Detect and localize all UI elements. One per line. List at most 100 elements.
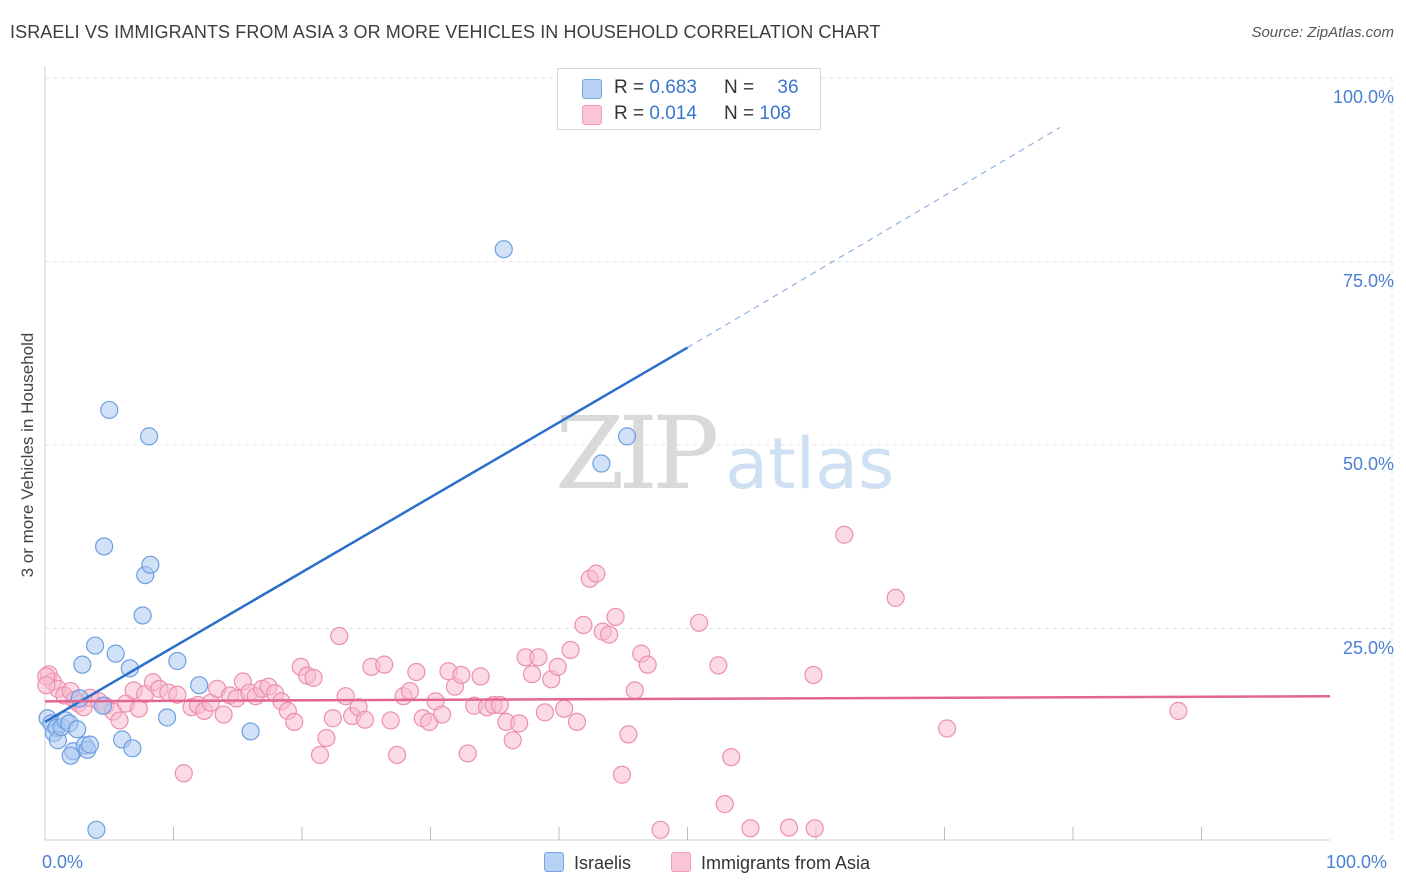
bottom-legend-israelis: Israelis: [544, 852, 631, 874]
immigrants-point: [387, 745, 407, 765]
y-tick-label: 100.0%: [1332, 87, 1394, 107]
israelis-point: [61, 746, 80, 765]
israelis-point: [618, 427, 637, 446]
israelis-point: [95, 537, 114, 556]
legend-swatch-pink: [582, 105, 602, 125]
legend-r-israelis: R = 0.683: [614, 77, 697, 98]
legend-n-immigrants: N = 108: [724, 103, 792, 124]
israelis-point: [241, 722, 260, 741]
immigrants-point: [886, 588, 905, 607]
immigrants-point: [375, 655, 394, 674]
israelis-point: [68, 720, 87, 739]
source-credit: Source: ZipAtlas.com: [1251, 24, 1394, 41]
immigrants-point: [567, 712, 587, 732]
immigrants-point: [330, 626, 349, 646]
immigrants-point: [432, 705, 452, 724]
immigrants-point: [381, 711, 400, 730]
immigrants-point: [535, 703, 554, 722]
israelis-point: [190, 676, 209, 695]
immigrants-point: [503, 731, 522, 750]
axes: [44, 66, 1330, 841]
immigrants-point: [722, 748, 741, 767]
immigrants-point: [400, 681, 420, 701]
immigrants-point: [37, 676, 56, 695]
y-tick-label: 25.0%: [1342, 637, 1394, 658]
immigrants-point: [548, 657, 567, 676]
immigrants-point: [355, 710, 375, 729]
immigrants-point: [1169, 701, 1188, 720]
immigrants-point: [587, 564, 606, 583]
immigrants-point: [638, 655, 657, 674]
immigrants-point: [612, 765, 632, 784]
israelis-point: [139, 427, 159, 446]
y-tick-label: 75.0%: [1342, 270, 1394, 291]
immigrants-point: [407, 662, 426, 682]
immigrants-point: [835, 525, 854, 544]
immigrants-point: [110, 711, 129, 730]
immigrants-point: [804, 665, 823, 685]
immigrants-point: [709, 656, 728, 675]
israelis-point: [133, 606, 152, 625]
immigrants-point: [805, 819, 824, 838]
immigrants-point: [689, 613, 709, 632]
immigrants-point: [779, 818, 799, 837]
immigrants-point: [555, 699, 574, 718]
bottom-legend-swatch-pink: [671, 852, 691, 872]
israelis-trend-extension: [687, 126, 1061, 349]
israelis-trend-line: [44, 346, 689, 723]
y-tick-label: 50.0%: [1342, 454, 1394, 474]
immigrants-point: [471, 667, 490, 686]
israelis-point: [70, 689, 89, 708]
israelis-point: [494, 240, 513, 259]
immigrants-point: [310, 745, 330, 765]
immigrants-point: [317, 728, 336, 748]
israelis-point: [157, 708, 177, 727]
immigrants-point: [606, 607, 625, 627]
chart-title: ISRAELI VS IMMIGRANTS FROM ASIA 3 OR MOR…: [10, 22, 881, 42]
immigrants-point: [168, 685, 187, 704]
immigrants-point: [522, 665, 542, 684]
correlation-legend: R = 0.683 N = 36 R = 0.014 N = 108: [557, 68, 821, 130]
immigrants-point: [323, 709, 342, 728]
immigrants-point: [741, 819, 760, 838]
series-immigrants-points: [37, 525, 1188, 839]
immigrants-point: [285, 712, 304, 732]
immigrants-point: [304, 668, 323, 687]
legend-r-immigrants: R = 0.014: [614, 103, 697, 124]
immigrants-point: [458, 744, 477, 763]
israelis-point: [106, 644, 125, 663]
bottom-legend-immigrants: Immigrants from Asia: [671, 852, 870, 874]
israelis-point: [80, 735, 100, 754]
immigrants-point: [452, 665, 471, 685]
israelis-point: [141, 555, 160, 574]
immigrants-point: [510, 714, 529, 733]
immigrants-point: [715, 795, 734, 814]
israelis-point: [168, 651, 187, 671]
immigrants-point: [174, 764, 193, 783]
legend-swatch-blue: [582, 79, 602, 99]
israelis-point: [86, 636, 105, 655]
immigrants-point: [651, 820, 670, 839]
x-tick-min: 0.0%: [42, 852, 84, 872]
trend-lines: [44, 126, 1331, 723]
israelis-point: [93, 696, 112, 715]
immigrants-trend-line: [44, 694, 1331, 703]
israelis-point: [592, 454, 611, 473]
immigrants-point: [937, 719, 957, 738]
israelis-point: [123, 739, 142, 758]
immigrants-point: [561, 640, 580, 660]
immigrants-point: [600, 625, 619, 644]
israelis-point: [100, 400, 119, 420]
israelis-point: [87, 820, 106, 839]
immigrants-point: [619, 725, 638, 744]
israelis-point: [73, 655, 92, 674]
x-tick-max: 100.0%: [1326, 852, 1388, 872]
legend-n-israelis: N = 36: [724, 77, 799, 98]
immigrants-point: [574, 615, 593, 635]
immigrants-point: [625, 681, 644, 700]
bottom-legend-swatch-blue: [544, 852, 564, 872]
immigrants-point: [529, 648, 548, 667]
immigrants-point: [214, 705, 233, 724]
series-israelis-points: [38, 240, 637, 839]
